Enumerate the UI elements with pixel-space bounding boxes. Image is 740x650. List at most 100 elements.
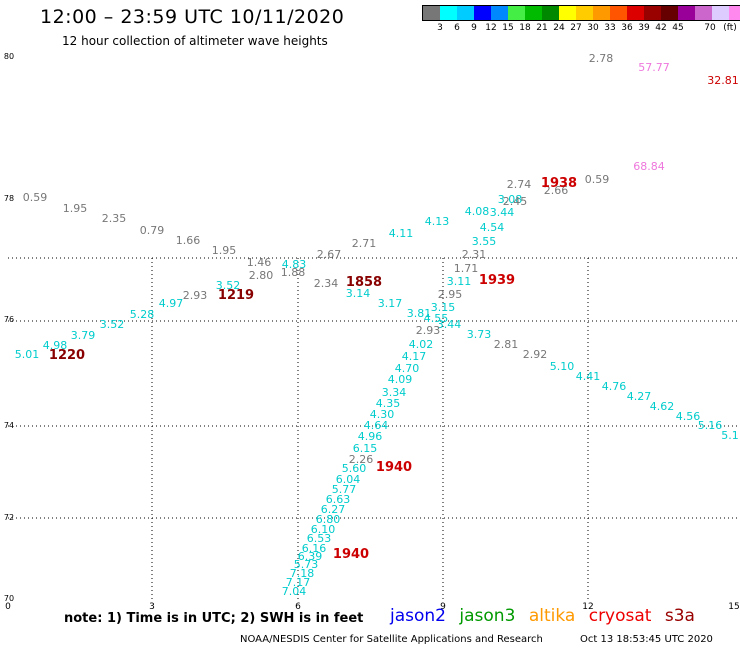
wave-height-label: 0.59: [585, 173, 610, 186]
scale-label: 3: [437, 23, 443, 33]
wave-height-label: 2.74: [507, 178, 532, 191]
wave-height-label: 3.44: [490, 206, 515, 219]
scale-label: 39: [638, 23, 650, 33]
wave-height-label: 4.13: [425, 215, 450, 228]
x-tick-label: 3: [149, 602, 155, 612]
wave-height-label: 4.27: [627, 390, 652, 403]
wave-height-label: 2.95: [438, 288, 463, 301]
scale-label: 42: [655, 23, 667, 33]
wave-height-label: 2.93: [183, 289, 208, 302]
footnote: note: 1) Time is in UTC; 2) SWH is in fe…: [64, 611, 364, 626]
wave-height-label: 3.55: [472, 235, 497, 248]
y-tick-label: 78: [4, 194, 14, 203]
wave-height-label: 4.83: [282, 258, 307, 271]
color-scale-legend: 3 6 9 12 15 18 21 24 27 30 33 36 39 42 45 70 (ft): [422, 5, 740, 35]
wave-height-label: 4.62: [650, 400, 675, 413]
wave-height-label: 3.52: [216, 279, 241, 292]
wave-height-label: 4.98: [43, 339, 68, 352]
scale-label: 36: [621, 23, 633, 33]
wave-height-label: 5.77: [332, 483, 357, 496]
scale-label: 9: [471, 23, 477, 33]
pass-time-label: 1939: [479, 273, 515, 288]
wave-height-label: 7.18: [290, 567, 315, 580]
wave-height-label: 4.64: [364, 419, 389, 432]
color-swatch: [491, 6, 508, 20]
color-swatch: [593, 6, 610, 20]
wave-height-label: 4.56: [676, 410, 701, 423]
wave-height-label: 2.78: [589, 52, 614, 65]
wave-height-label: 2.71: [352, 237, 377, 250]
wave-height-label: 2.80: [249, 269, 274, 282]
wave-height-label: 4.11: [389, 227, 414, 240]
credit-text: NOAA/NESDIS Center for Satellite Applica…: [240, 634, 543, 645]
wave-height-label: 4.30: [370, 408, 395, 421]
y-tick-label: 80: [4, 52, 14, 61]
wave-height-label: 7.04: [282, 585, 307, 598]
color-swatch: [661, 6, 678, 20]
wave-height-label: 2.35: [102, 212, 127, 225]
x-tick-label: 9: [440, 602, 446, 612]
wave-height-label: 5.01: [15, 348, 40, 361]
wave-height-label: 5.1: [721, 429, 739, 442]
y-tick-label: 74: [4, 421, 14, 430]
wave-height-label: 3.11: [447, 275, 472, 288]
color-swatch: [474, 6, 491, 20]
scale-label: 6: [454, 23, 460, 33]
scale-label: 24: [553, 23, 565, 33]
y-tick-label: 70: [4, 594, 14, 603]
wave-height-label: 4.09: [388, 373, 413, 386]
wave-height-label: 4.54: [480, 221, 505, 234]
x-tick-label: 12: [582, 602, 593, 612]
pass-time-label: 1938: [541, 176, 577, 191]
axis-tick-labels: 0 3 6 9 12 15 80 78 76 74 72 70: [4, 52, 740, 612]
timestamp-text: Oct 13 18:53:45 UTC 2020: [580, 634, 713, 645]
scale-label: 27: [570, 23, 582, 33]
wave-height-label: 3.34: [382, 386, 407, 399]
map-subtitle: 12 hour collection of altimeter wave hei…: [62, 34, 328, 48]
color-swatch: [627, 6, 644, 20]
map-title: 12:00 – 23:59 UTC 10/11/2020: [40, 6, 345, 28]
satellite-cryosat: cryosat: [588, 606, 652, 626]
wave-height-label: 0.79: [140, 224, 165, 237]
wave-height-label: 1.95: [212, 244, 237, 257]
wave-height-label: 6.04: [336, 473, 361, 486]
wave-height-label: 2.66: [544, 184, 569, 197]
wave-height-label: 4.55: [424, 312, 449, 325]
wave-height-label: 2.26: [349, 453, 374, 466]
satellite-s3a: s3a: [664, 606, 695, 626]
wave-height-label: 3.79: [71, 329, 96, 342]
wave-height-label: 4.17: [402, 350, 427, 363]
wave-height-label: 4.76: [602, 380, 627, 393]
wave-height-label: 4.35: [376, 397, 401, 410]
wave-height-label: 5.73: [294, 558, 319, 571]
wave-height-label: 1.46: [247, 256, 272, 269]
scale-label: 70: [704, 23, 716, 33]
wave-height-label: 2.92: [523, 348, 548, 361]
wave-height-label: 3.44: [437, 318, 462, 331]
scale-label: 15: [502, 23, 514, 33]
wave-height-label: 3.08: [498, 193, 523, 206]
pass-time-label: 1858: [346, 275, 382, 290]
color-swatch: [525, 6, 542, 20]
color-swatch: [576, 6, 593, 20]
wave-height-label: 32.81: [707, 74, 739, 87]
wave-height-label: 2.81: [494, 338, 519, 351]
wave-height-label: 4.97: [159, 297, 184, 310]
color-scale-swatches: [422, 5, 740, 21]
wave-height-label: 6.53: [307, 532, 332, 545]
pass-time-label: 1220: [49, 348, 85, 363]
scale-label: 12: [485, 23, 497, 33]
scale-label: (ft): [723, 23, 737, 33]
color-swatch: [695, 6, 712, 20]
color-swatch: [440, 6, 457, 20]
color-swatch: [644, 6, 661, 20]
satellite-jason2: jason2: [390, 606, 446, 626]
wave-height-label: 6.63: [326, 493, 351, 506]
wave-height-label: 68.84: [633, 160, 665, 173]
color-swatch: [729, 6, 740, 20]
color-swatch: [559, 6, 576, 20]
scale-label: 30: [587, 23, 599, 33]
wave-height-label: 3.15: [431, 301, 456, 314]
color-swatch: [457, 6, 474, 20]
